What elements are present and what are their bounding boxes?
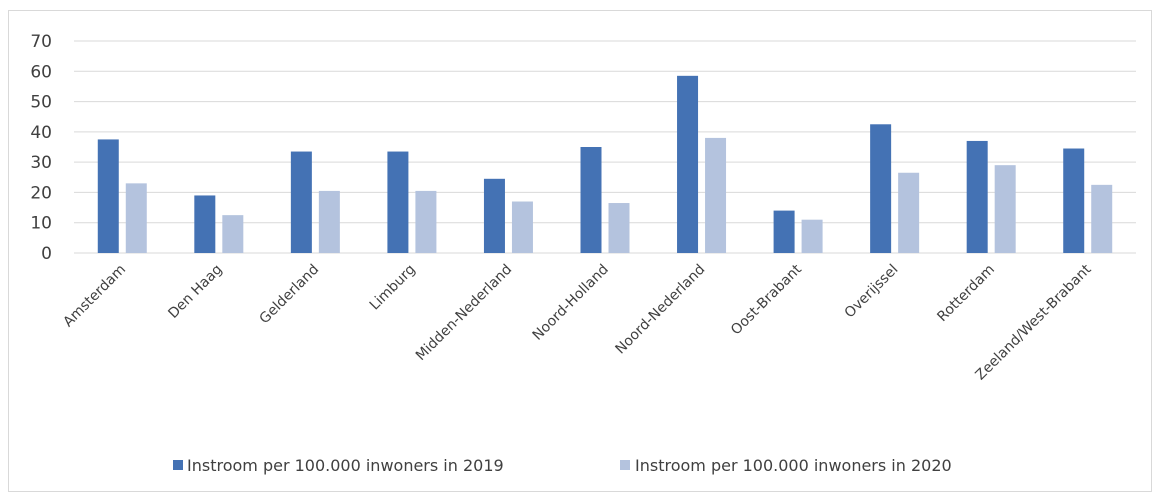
y-tick-label: 50 [30,93,52,113]
bar-2019 [194,195,216,253]
legend: Instroom per 100.000 inwoners in 2019 Ins… [173,456,952,475]
bar-2019 [870,124,892,254]
x-tick-label: Noord-Holland [530,262,612,344]
x-tick-label: Oost-Brabant [728,261,805,338]
bars [97,75,1113,254]
bar-2020 [1091,184,1113,253]
legend-label: Instroom per 100.000 inwoners in 2020 [635,456,952,475]
x-tick-label: Noord-Nederland [612,262,708,358]
bar-2019 [677,75,699,253]
x-axis-labels: Amsterdam Den Haag Gelderland LimburgMidden… [60,261,1095,383]
gridlines [74,40,1136,254]
x-tick-label: Limburg [367,262,419,314]
legend-swatch [173,460,183,470]
bar-2020 [125,183,147,253]
bar-2020 [705,137,727,253]
bar-2019 [1063,148,1085,253]
bar-2020 [994,165,1016,253]
bar-2019 [773,210,795,253]
y-tick-label: 10 [30,214,52,234]
legend-label: Instroom per 100.000 inwoners in 2019 [187,456,504,475]
x-tick-label: Midden-Nederland [413,262,515,364]
y-tick-label: 60 [30,62,52,82]
bar-2019 [483,178,505,253]
bar-2019 [387,151,409,253]
bar-2019 [580,147,602,253]
y-tick-label: 20 [30,183,52,203]
x-tick-label: Gelderland [257,262,323,328]
x-tick-label: Overijssel [842,262,902,322]
y-axis-ticks: 0 10 20 30 40 50 60 70 [30,32,52,264]
bar-2020 [318,190,340,253]
bar-2020 [898,172,920,253]
bar-2020 [608,203,630,253]
y-tick-label: 0 [41,244,52,264]
bar-2019 [97,139,119,253]
x-tick-label: Den Haag [165,262,225,322]
legend-swatch [620,460,630,470]
y-tick-label: 40 [30,123,52,143]
x-tick-label: Rotterdam [934,262,998,326]
bar-2019 [290,151,312,253]
y-tick-label: 70 [30,32,52,52]
bar-2020 [415,190,437,253]
x-tick-label: Amsterdam [60,262,129,331]
y-tick-label: 30 [30,153,52,173]
bar-2020 [511,201,533,253]
bar-2020 [801,219,823,253]
bar-2020 [222,215,244,253]
bar-2019 [966,140,988,253]
